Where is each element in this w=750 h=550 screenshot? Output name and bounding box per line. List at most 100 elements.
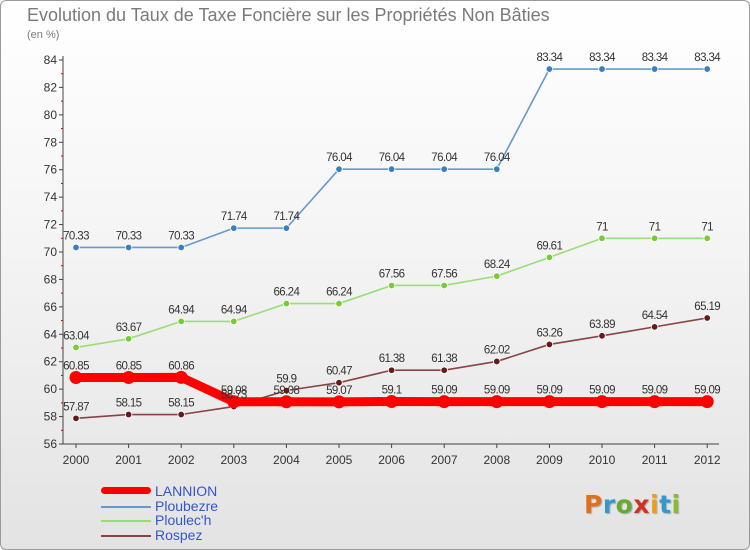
- chart-title: Evolution du Taux de Taxe Foncière sur l…: [27, 5, 550, 25]
- x-tick-label: 2001: [115, 453, 142, 467]
- data-point: [72, 343, 80, 352]
- data-label: 70.33: [168, 230, 194, 242]
- logo-letter: x: [633, 490, 650, 519]
- data-point: [227, 395, 241, 409]
- data-label: 60.85: [63, 360, 89, 372]
- data-point: [124, 410, 133, 419]
- y-tick-label: 56: [44, 437, 58, 451]
- legend-swatch: [101, 487, 151, 494]
- x-tick-label: 2005: [326, 453, 353, 467]
- data-label: 71: [596, 221, 608, 233]
- data-point: [493, 357, 501, 366]
- data-label: 70.33: [116, 230, 142, 242]
- axes: 56 58 60 62 64 66 68 70 72 74 76 78 80 82 84 2000 2001 20…: [44, 53, 721, 467]
- x-tick-label: 2000: [63, 453, 90, 467]
- y-tick-label: 68: [44, 272, 58, 286]
- x-tick-label: 2007: [431, 453, 458, 467]
- data-label: 71.74: [274, 211, 301, 223]
- y-tick-label: 62: [44, 355, 58, 369]
- x-tick-label: 2008: [483, 453, 510, 467]
- data-point: [387, 366, 396, 374]
- legend-label: Rospez: [155, 526, 203, 543]
- data-point: [177, 410, 185, 419]
- data-point: [700, 395, 714, 409]
- data-point: [124, 243, 133, 252]
- data-label: 59.09: [537, 385, 563, 397]
- data-label: 61.38: [379, 353, 405, 365]
- data-label: 83.34: [694, 52, 721, 64]
- data-label: 64.94: [168, 304, 195, 316]
- data-point: [279, 395, 293, 409]
- data-label: 58.15: [116, 398, 142, 410]
- data-point: [385, 394, 399, 408]
- data-label: 83.34: [642, 52, 669, 64]
- data-point: [335, 165, 343, 173]
- data-labels-layer: 60.85 60.85 60.86 59.08 59.08 59.07 59.1 59.09 5…: [63, 52, 722, 413]
- data-label: 59.08: [221, 385, 247, 397]
- data-label: 71: [701, 221, 713, 233]
- y-tick-label: 64: [44, 327, 58, 341]
- proxiti-logo: Proxiti: [584, 490, 681, 519]
- series-ploulec-h: [72, 234, 711, 352]
- data-label: 64.94: [221, 304, 248, 316]
- data-point: [490, 395, 504, 409]
- data-label: 59.09: [642, 385, 668, 397]
- data-point: [72, 414, 80, 423]
- data-point: [332, 395, 346, 409]
- x-tick-label: 2002: [168, 453, 195, 467]
- data-point: [440, 281, 448, 290]
- data-point: [493, 272, 501, 280]
- y-tick-label: 58: [44, 410, 58, 424]
- y-tick-label: 70: [44, 245, 58, 259]
- data-label: 64.54: [642, 310, 669, 322]
- logo-letter: o: [615, 490, 634, 519]
- logo-letter: t: [659, 490, 672, 519]
- data-point: [124, 335, 133, 343]
- x-tick-label: 2006: [378, 453, 405, 467]
- data-point: [174, 370, 188, 384]
- data-point: [177, 243, 185, 252]
- x-tick-label: 2012: [694, 453, 721, 467]
- data-label: 71: [649, 221, 661, 233]
- y-tick-label: 66: [44, 300, 58, 314]
- data-label: 83.34: [537, 52, 564, 64]
- logo-letter: r: [602, 490, 616, 519]
- series-lannion: [69, 370, 714, 409]
- data-point: [545, 253, 554, 262]
- data-point: [542, 395, 556, 409]
- data-point: [72, 243, 80, 252]
- data-point: [703, 65, 711, 73]
- legend-label: Ploubezre: [155, 497, 219, 514]
- data-point: [650, 323, 659, 331]
- data-label: 76.04: [379, 152, 406, 164]
- y-tick-label: 60: [44, 382, 58, 396]
- x-tick-label: 2003: [220, 453, 247, 467]
- logo-letter: P: [584, 490, 603, 519]
- data-point: [122, 370, 136, 384]
- series-ploubezre: [72, 65, 711, 252]
- data-point: [545, 340, 554, 349]
- data-point: [598, 234, 606, 242]
- data-point: [282, 299, 291, 308]
- data-label: 63.04: [63, 330, 90, 342]
- data-label: 83.34: [589, 52, 616, 64]
- y-tick-label: 82: [44, 80, 58, 94]
- data-point: [440, 165, 448, 173]
- data-label: 59.08: [274, 385, 300, 397]
- data-point: [230, 224, 238, 232]
- unit-label: (en %): [27, 29, 60, 41]
- data-label: 59.09: [694, 385, 720, 397]
- data-label: 63.89: [589, 319, 615, 331]
- data-label: 76.04: [326, 152, 353, 164]
- data-point: [437, 395, 451, 409]
- data-label: 76.04: [484, 152, 511, 164]
- data-label: 60.86: [168, 360, 194, 372]
- data-label: 65.19: [694, 301, 720, 313]
- legend-label: LANNION: [155, 483, 218, 499]
- data-label: 66.24: [326, 287, 353, 299]
- logo-letter: i: [671, 490, 681, 519]
- data-point: [440, 366, 448, 374]
- legend-swatch: [101, 534, 151, 537]
